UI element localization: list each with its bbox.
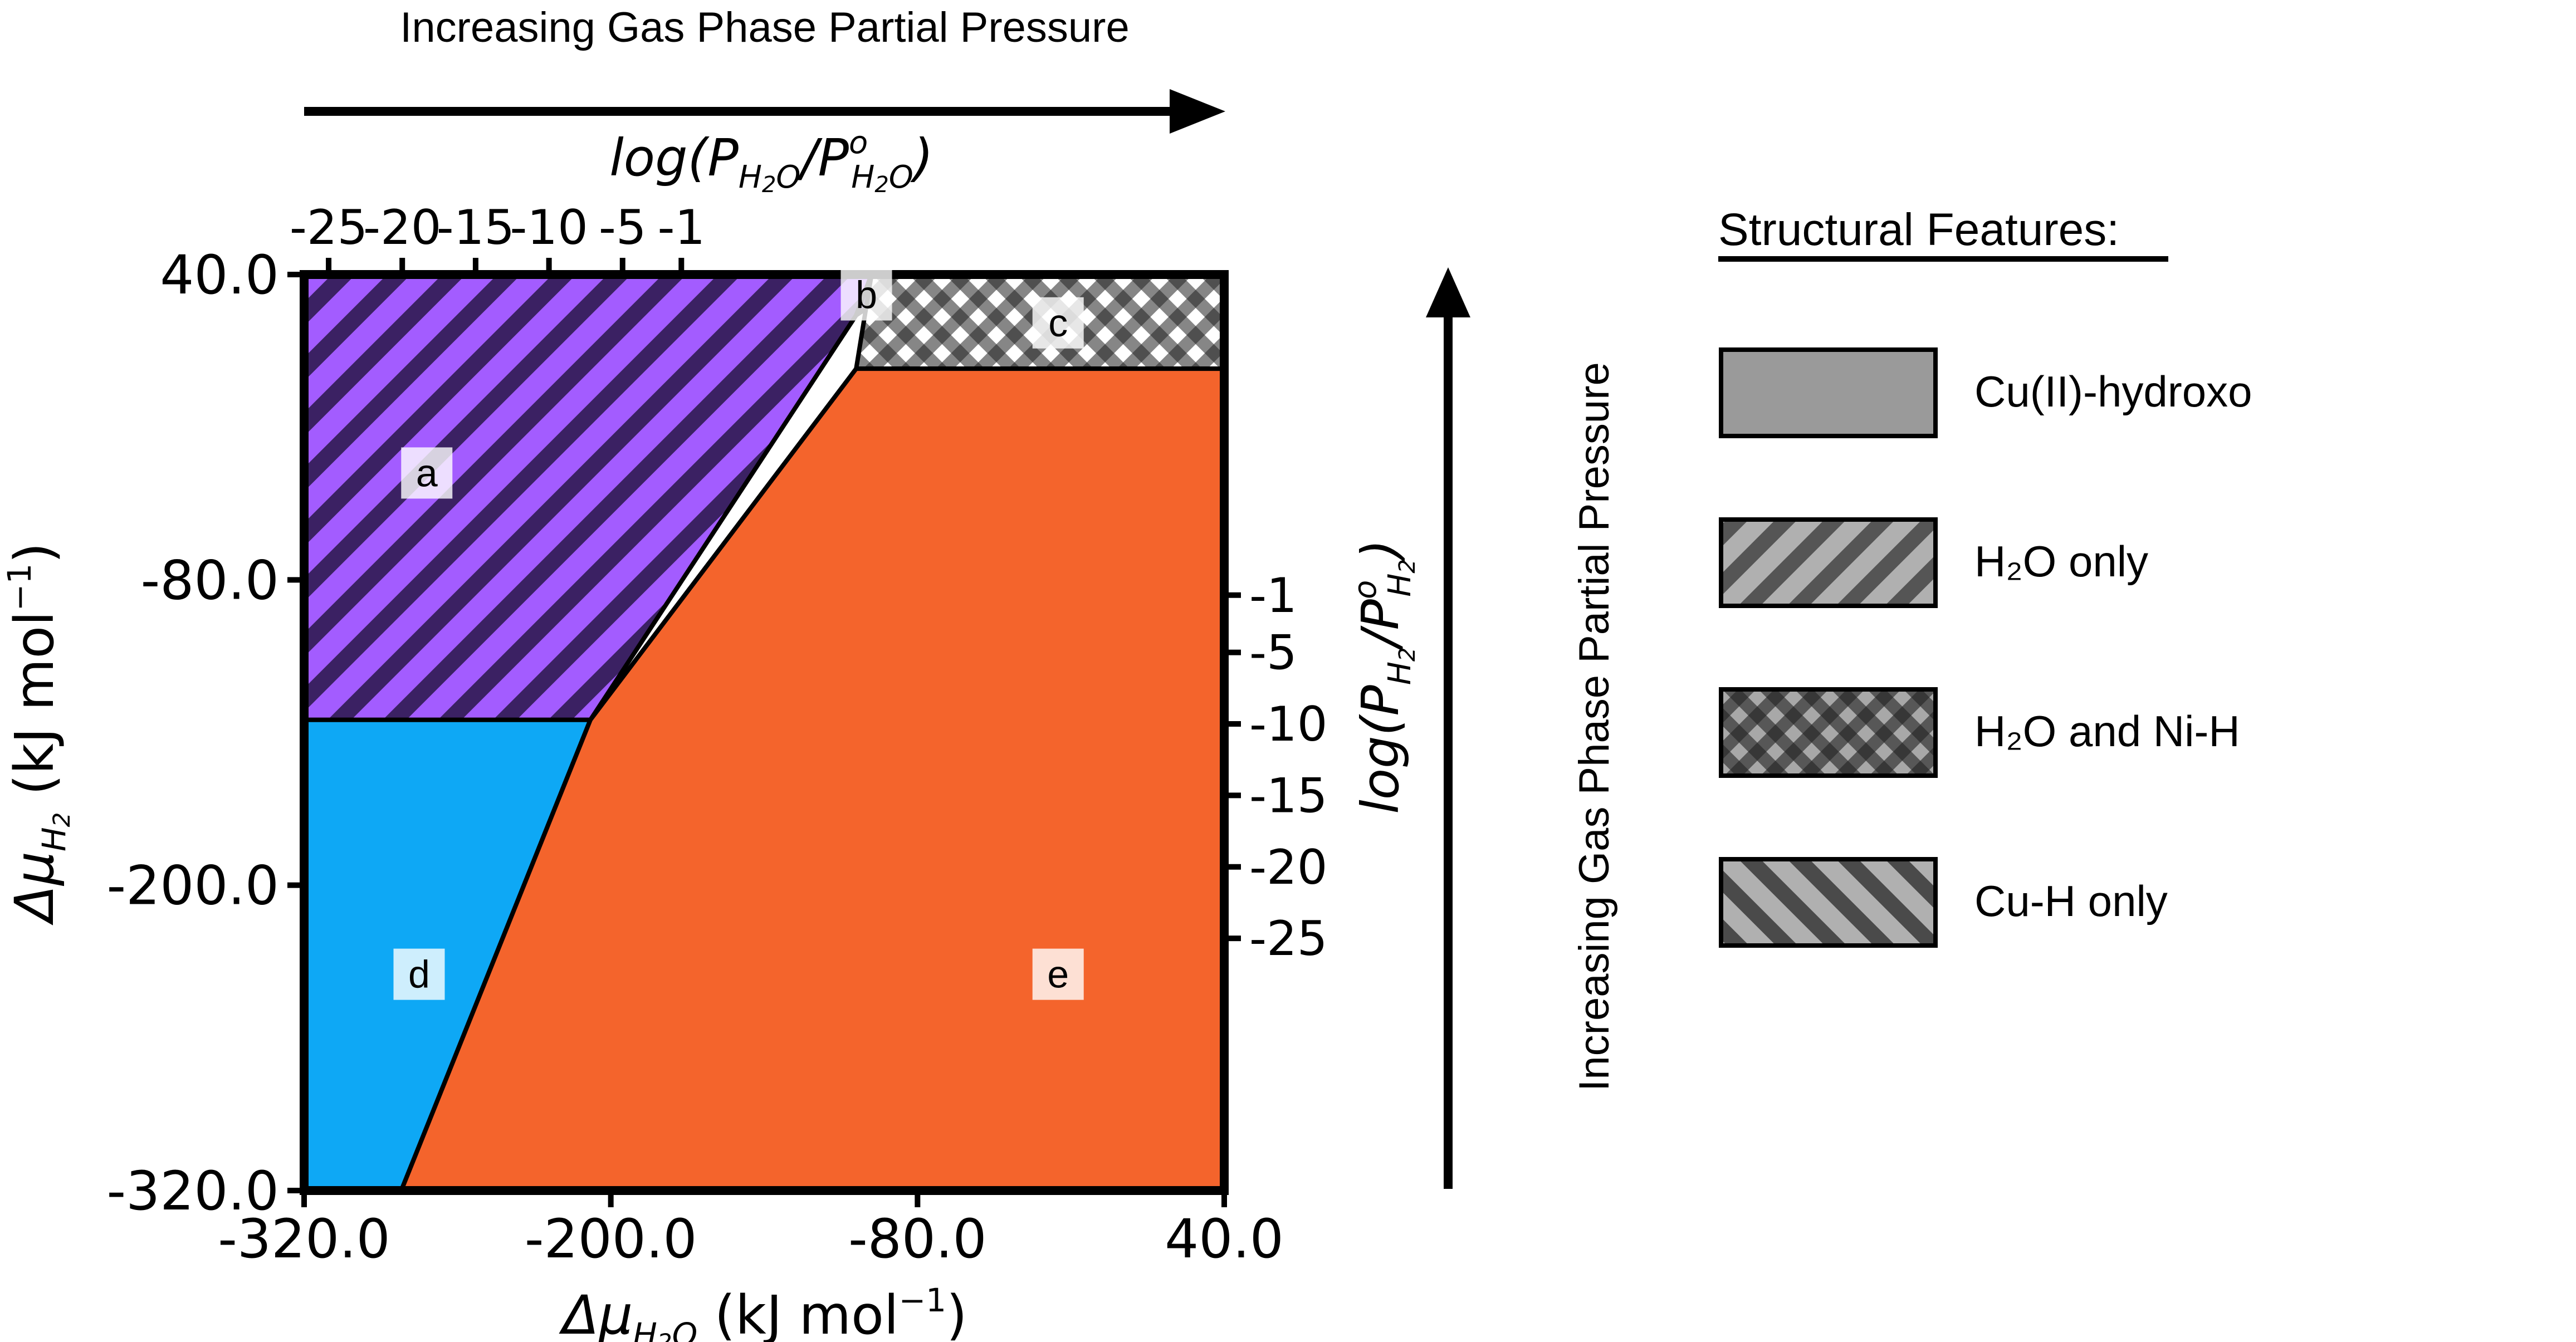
region-label-a: a [401, 447, 453, 499]
svg-text:-80.0: -80.0 [141, 549, 279, 611]
svg-text:-10: -10 [1249, 697, 1327, 752]
legend-title: Structural Features: [1718, 204, 2119, 255]
region-label-e: e [1032, 948, 1084, 1000]
right-tick: -15 [1224, 768, 1327, 824]
legend-label: Cu-H only [1974, 876, 2168, 925]
top-tick: -25 [290, 200, 368, 275]
phase-regions [302, 272, 1226, 1193]
top-axis: -25-20-15-10 -5 -1 [290, 200, 705, 275]
legend-swatch [1719, 347, 1938, 438]
svg-text:-15: -15 [437, 200, 515, 256]
right-arrow-label: Increasing Gas Phase Partial Pressure [1571, 362, 1618, 1091]
svg-text:-200.0: -200.0 [525, 1208, 697, 1270]
svg-text:-20: -20 [363, 200, 441, 256]
right-tick: -1 [1224, 568, 1297, 624]
top-tick: -20 [363, 200, 441, 275]
svg-text:-25: -25 [1249, 911, 1327, 967]
svg-text:40.0: 40.0 [160, 244, 279, 306]
legend-label: Cu(II)-hydroxo [1974, 367, 2252, 416]
y-tick: -80.0 [141, 549, 304, 611]
right-tick: -25 [1224, 911, 1327, 967]
svg-text:-25: -25 [290, 200, 368, 256]
top-arrow-label: Increasing Gas Phase Partial Pressure [400, 4, 1130, 51]
legend: Structural Features: Cu(II)-hydroxo H₂O o… [1718, 204, 2252, 948]
right-axis: -1-5 -10 -15 -20 -25 [1224, 568, 1327, 967]
region-label-c: c [1032, 297, 1084, 349]
top-tick: -1 [657, 200, 705, 275]
region-label-d: d [393, 948, 445, 1000]
svg-text:-10: -10 [510, 200, 588, 256]
top-tick: -5 [599, 200, 647, 275]
x-tick: -200.0 [525, 1191, 697, 1270]
svg-text:-200.0: -200.0 [107, 855, 279, 917]
region-labels: a b c d e [393, 269, 1084, 1000]
legend-item: Cu-H only [1719, 857, 2168, 948]
svg-text:40.0: 40.0 [1165, 1208, 1284, 1270]
svg-text:-15: -15 [1249, 768, 1327, 824]
x-tick: -80.0 [848, 1191, 987, 1270]
y-tick: -200.0 [107, 855, 304, 917]
legend-item: H₂O and Ni-H [1719, 687, 2240, 778]
legend-item: H₂O only [1719, 517, 2148, 608]
region-label-b: b [840, 269, 892, 321]
svg-text:-320.0: -320.0 [107, 1160, 279, 1222]
svg-text:-320.0: -320.0 [218, 1208, 390, 1270]
y-tick: 40.0 [160, 244, 304, 306]
x-tick: -320.0 [218, 1191, 390, 1270]
svg-text:-5: -5 [599, 200, 647, 256]
legend-label: H₂O only [1974, 537, 2148, 586]
x-axis: -320.0 -200.0 -80.0 40.0 [218, 1191, 1284, 1270]
svg-text:a: a [416, 451, 438, 494]
right-arrow: Increasing Gas Phase Partial Pressure [1426, 267, 1618, 1189]
right-axis-title: log(PH2/PoH2) [1347, 539, 1420, 814]
top-tick: -15 [437, 200, 515, 275]
svg-text:c: c [1048, 301, 1068, 345]
x-tick: 40.0 [1165, 1191, 1284, 1270]
svg-text:d: d [408, 953, 430, 996]
y-axis: -320.0 -200.0 -80.0 40.0 [107, 244, 304, 1222]
legend-swatch [1719, 857, 1938, 948]
top-tick: -10 [510, 200, 588, 275]
right-tick: -5 [1224, 625, 1297, 681]
svg-text:b: b [856, 273, 877, 317]
svg-text:-1: -1 [1249, 568, 1297, 624]
top-arrow: Increasing Gas Phase Partial Pressure [304, 4, 1225, 134]
right-tick: -20 [1224, 840, 1327, 895]
plot-frame [300, 270, 1229, 1195]
legend-item: Cu(II)-hydroxo [1719, 347, 2252, 438]
svg-text:e: e [1047, 953, 1069, 996]
svg-text:-5: -5 [1249, 625, 1297, 681]
x-axis-title: ΔμH2O (kJ mol−1) [558, 1281, 967, 1342]
legend-label: H₂O and Ni-H [1974, 707, 2240, 756]
svg-text:-80.0: -80.0 [848, 1208, 986, 1270]
svg-text:-1: -1 [657, 200, 705, 256]
right-tick: -10 [1224, 697, 1327, 752]
top-axis-title: log(PH2O/Po H2O) [609, 125, 933, 198]
legend-swatch [1719, 687, 1938, 778]
y-tick: -320.0 [107, 1160, 304, 1222]
y-axis-title: ΔμH2 (kJ mol−1) [1, 542, 75, 925]
svg-text:-20: -20 [1249, 840, 1327, 895]
legend-swatch [1719, 517, 1938, 608]
